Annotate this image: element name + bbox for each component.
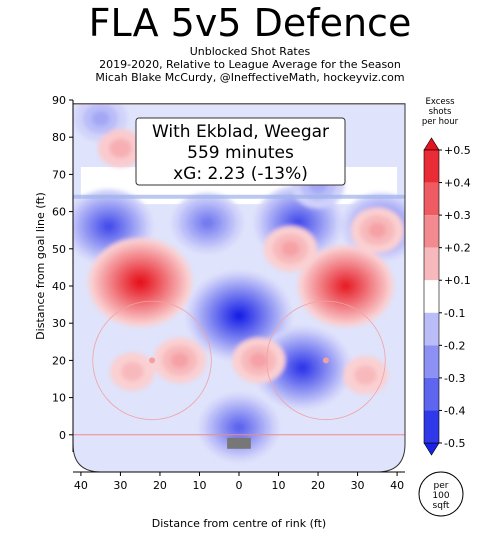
hot-spot-0 xyxy=(134,277,146,288)
colorbar-segment-3 xyxy=(424,247,439,281)
hot-spot-1 xyxy=(339,280,352,292)
units-badge: per 100 sqft xyxy=(418,471,464,517)
colorbar-label-9: -0.5 xyxy=(444,437,465,450)
colorbar-title-2: per hour xyxy=(422,117,459,127)
hot-spot-7 xyxy=(109,138,132,158)
colorbar-label-4: +0.1 xyxy=(444,274,471,287)
y-tick-label-0: 0 xyxy=(59,429,66,442)
colorbar-segment-7 xyxy=(424,377,439,411)
faceoff-dot-0 xyxy=(149,357,156,364)
y-tick-label-90: 90 xyxy=(52,94,66,107)
annotation-xg: xG: 2.23 (-13%) xyxy=(173,164,308,184)
cold-spot-3 xyxy=(292,217,305,229)
y-tick-label-20: 20 xyxy=(52,354,66,367)
x-axis-label: Distance from centre of rink (ft) xyxy=(152,517,326,530)
cold-spot-0 xyxy=(233,310,245,321)
heatmap-contours xyxy=(73,103,405,461)
colorbar-segment-2 xyxy=(424,215,439,248)
colorbar-title-0: Excess xyxy=(425,97,455,107)
y-tick-label-80: 80 xyxy=(52,131,66,144)
y-axis-label: Distance from goal line (ft) xyxy=(34,192,47,340)
x-tick-label-3: 10 xyxy=(192,479,206,492)
cold-spot-7 xyxy=(91,111,110,127)
colorbar-label-7: -0.3 xyxy=(444,372,465,385)
y-tick-label-10: 10 xyxy=(52,392,66,405)
x-tick-label-8: 40 xyxy=(390,479,404,492)
colorbar-frame xyxy=(423,149,440,444)
hot-spot-4 xyxy=(354,365,377,385)
colorbar-segment-4 xyxy=(424,280,439,313)
badge-line-per: per xyxy=(434,481,449,491)
hot-spot-9 xyxy=(281,241,300,257)
colorbar-label-2: +0.3 xyxy=(444,209,471,222)
chart-subtitle-author: Micah Blake McCurdy, @IneffectiveMath, h… xyxy=(95,71,405,84)
cold-spot-6 xyxy=(232,421,246,433)
colorbar-segment-6 xyxy=(424,345,439,378)
hot-spot-3 xyxy=(249,352,268,368)
x-tick-label-7: 30 xyxy=(351,479,365,492)
badge-line-100: 100 xyxy=(432,491,449,501)
badge-line-sqft: sqft xyxy=(433,501,450,511)
x-tick-label-6: 20 xyxy=(311,479,325,492)
colorbar-segment-8 xyxy=(424,410,439,443)
cold-spot-5 xyxy=(200,216,215,229)
colorbar-label-5: -0.1 xyxy=(444,307,465,320)
cold-spot-1 xyxy=(296,362,309,373)
annotation-box: With Ekblad, Weegar 559 minutes xG: 2.23… xyxy=(135,117,346,186)
axes: 0 10 20 30 40 50 60 70 80 90 40 30 20 10 0 10 20 30 40 Dist… xyxy=(34,94,405,530)
colorbar-label-1: +0.4 xyxy=(444,177,471,190)
x-tick-label-1: 30 xyxy=(113,479,127,492)
annotation-players: With Ekblad, Weegar xyxy=(152,122,329,142)
cold-spot-2 xyxy=(102,221,115,232)
colorbar-title-1: shots xyxy=(429,107,452,117)
x-tick-label-0: 40 xyxy=(74,479,88,492)
colorbar-label-0: +0.5 xyxy=(444,144,471,157)
faceoff-circle-0 xyxy=(92,300,212,421)
faceoff-circle-1 xyxy=(266,300,386,421)
colorbar-label-3: +0.2 xyxy=(444,242,471,255)
hot-spot-10 xyxy=(368,222,387,238)
colorbar-segment-0 xyxy=(424,150,439,183)
faceoff-dot-1 xyxy=(322,357,329,364)
y-tick-label-40: 40 xyxy=(52,280,66,293)
colorbar-segment-5 xyxy=(424,312,439,346)
chart-subtitle-metric: Unblocked Shot Rates xyxy=(189,45,311,58)
y-tick-label-30: 30 xyxy=(52,317,66,330)
rink-markings xyxy=(73,103,405,436)
colorbar-segment-1 xyxy=(424,182,439,216)
colorbar-label-8: -0.4 xyxy=(444,404,465,417)
y-tick-label-60: 60 xyxy=(52,206,66,219)
plot-area xyxy=(72,103,406,473)
y-tick-label-70: 70 xyxy=(52,168,66,181)
colorbar-bottom-arrow xyxy=(423,442,440,456)
chart-title: FLA 5v5 Defence xyxy=(88,1,412,45)
y-tick-label-50: 50 xyxy=(52,243,66,256)
colorbar-top-arrow xyxy=(423,137,440,151)
x-tick-label-4: 0 xyxy=(236,479,243,492)
goal-net xyxy=(227,437,251,449)
x-tick-label-5: 10 xyxy=(272,479,286,492)
hot-spot-2 xyxy=(170,352,189,368)
chart-subtitle-season: 2019-2020, Relative to League Average fo… xyxy=(99,58,401,71)
annotation-minutes: 559 minutes xyxy=(187,143,294,163)
x-tick-label-2: 20 xyxy=(153,479,167,492)
colorbar-label-6: -0.2 xyxy=(444,339,465,352)
hot-spot-5 xyxy=(121,361,144,382)
